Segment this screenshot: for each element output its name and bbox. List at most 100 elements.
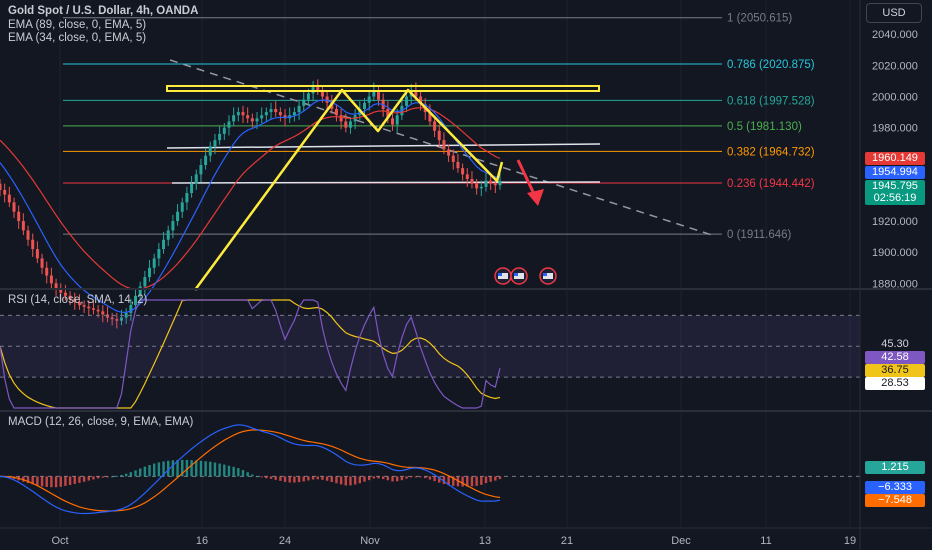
candle-body — [461, 168, 465, 175]
macd-histogram-bar — [50, 476, 53, 488]
ema89-legend[interactable]: EMA (89, close, 0, EMA, 5) — [8, 19, 147, 31]
candle-body — [498, 180, 502, 186]
time-axis-label: 21 — [561, 535, 573, 547]
candle-body — [479, 186, 483, 189]
candle-body — [148, 267, 152, 278]
macd-histogram-bar — [129, 472, 133, 477]
double-top-pattern[interactable] — [193, 88, 504, 291]
candle-body — [241, 112, 245, 116]
macd-histogram-bar — [442, 476, 446, 485]
ema34-line — [0, 99, 501, 314]
macd-histogram-bar — [195, 460, 198, 477]
candle-body — [40, 258, 44, 268]
macd-histogram-bar — [106, 476, 109, 478]
time-axis-label: 11 — [760, 535, 771, 547]
macd-histogram-bar — [232, 466, 235, 477]
macd-legend[interactable]: MACD (12, 26, close, 9, EMA, EMA) — [8, 416, 194, 428]
macd-histogram-bar — [31, 476, 34, 485]
symbol-title[interactable]: Gold Spot / U.S. Dollar, 4h, OANDA — [8, 5, 199, 17]
bearish-arrow-head[interactable] — [527, 189, 544, 206]
candle-body — [218, 133, 222, 141]
neckline-upper[interactable] — [166, 143, 601, 149]
candle-body — [456, 161, 460, 169]
candle-body — [45, 267, 49, 276]
candle-body — [31, 239, 35, 250]
macd-histogram-bar — [400, 476, 404, 481]
candle-body — [292, 112, 296, 116]
macd-histogram-bar — [237, 468, 240, 477]
macd-histogram-bar — [134, 470, 137, 477]
candle-body — [21, 221, 25, 231]
price-axis-tick: 2000.000 — [872, 92, 918, 104]
rsi-legend[interactable]: RSI (14, close, SMA, 14, 2) — [8, 294, 148, 306]
candle-body — [493, 183, 497, 186]
candle-body — [470, 179, 474, 184]
macd-histogram-bar — [138, 468, 142, 477]
candle-body — [35, 249, 39, 259]
macd-histogram-bar — [358, 476, 362, 484]
pattern-drawings[interactable] — [166, 85, 600, 291]
ema34-legend[interactable]: EMA (34, close, 0, EMA, 5) — [8, 32, 147, 44]
macd-histogram-bar — [54, 476, 58, 488]
candle-body — [395, 115, 399, 125]
macd-histogram-bar — [279, 476, 282, 481]
bearish-arrow-shaft[interactable] — [516, 159, 536, 195]
macd-histogram-bar — [391, 476, 394, 482]
macd-histogram-bar — [480, 476, 483, 485]
macd-hist-tag: 1.215 — [865, 461, 925, 474]
ema89-price-tag: 1960.149 — [865, 152, 925, 165]
macd-histogram-bar — [36, 476, 39, 486]
currency-button[interactable]: USD — [866, 3, 922, 23]
candle-body — [386, 108, 390, 119]
macd-histogram-bar — [414, 476, 418, 478]
macd-histogram-bar — [316, 476, 319, 480]
macd-histogram-bar — [363, 476, 366, 482]
candle-body — [73, 298, 77, 303]
macd-histogram-bar — [466, 476, 469, 487]
candle-body — [199, 165, 203, 175]
candle-body — [405, 96, 409, 106]
candle-body — [82, 305, 86, 307]
macd-histogram-bar — [167, 460, 170, 477]
macd-histogram-bar — [176, 459, 179, 477]
candle-body — [110, 317, 114, 320]
rsi-upper-band-tag: 45.30 — [881, 338, 909, 350]
macd-histogram-bar — [475, 476, 478, 486]
price-axis-tick: 1900.000 — [872, 247, 918, 259]
macd-histogram-bar — [381, 476, 385, 480]
macd-histogram-bar — [438, 476, 441, 483]
time-axis-label: Oct — [51, 535, 68, 547]
macd-histogram-bar — [293, 476, 296, 483]
candle-body — [339, 115, 343, 122]
candle-body — [269, 108, 273, 113]
macd-histogram-bar — [68, 476, 72, 485]
macd-histogram-bar — [353, 476, 357, 485]
candle-body — [91, 308, 95, 310]
macd-histogram-bar — [274, 476, 277, 480]
macd-histogram-bar — [78, 476, 81, 483]
fib-level-label: 1 (2050.615) — [727, 13, 792, 25]
candle-body — [162, 239, 166, 250]
candle-body — [166, 230, 170, 240]
candle-body — [54, 283, 58, 290]
candle-body — [433, 121, 437, 131]
candle-body — [185, 193, 189, 203]
resistance-zone[interactable] — [166, 85, 600, 92]
macd-histogram-bar — [45, 476, 48, 487]
macd-histogram-bar — [325, 476, 329, 481]
candle-body — [77, 302, 81, 306]
macd-line — [0, 424, 501, 515]
macd-histogram-bar — [110, 476, 114, 478]
macd-histogram-bar — [377, 476, 380, 479]
macd-histogram-bar — [213, 462, 217, 477]
time-axis-label: 19 — [844, 535, 856, 547]
macd-histogram-bar — [218, 463, 221, 477]
time-axis-label: 24 — [279, 535, 291, 547]
candle-body — [129, 305, 133, 313]
macd-histogram-bar — [498, 476, 502, 480]
economic-events[interactable] — [494, 267, 557, 285]
time-axis-label: 13 — [479, 535, 491, 547]
macd-histogram-bar — [307, 476, 310, 481]
ema89-line — [0, 107, 501, 290]
